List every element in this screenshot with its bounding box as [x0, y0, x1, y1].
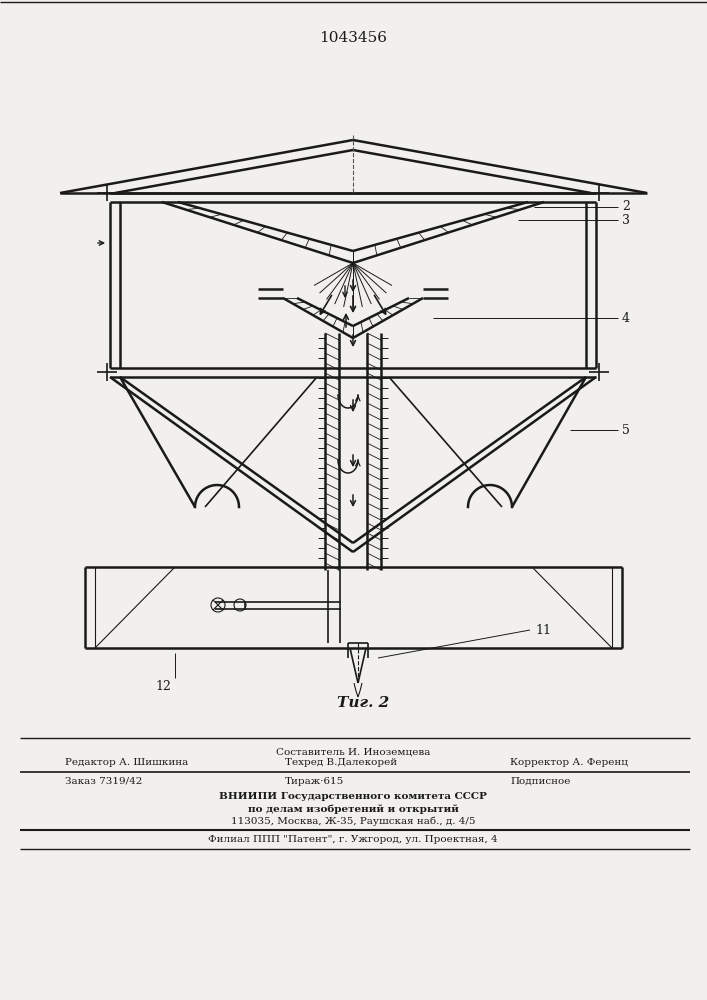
- Text: Тираж·615: Тираж·615: [285, 777, 344, 786]
- Text: 5: 5: [622, 424, 630, 436]
- Text: ВНИИПИ Государственного комитета СССР: ВНИИПИ Государственного комитета СССР: [219, 792, 487, 801]
- Text: Техред В.Далекорей: Техред В.Далекорей: [285, 758, 397, 767]
- Text: Филиал ППП "Патент", г. Ужгород, ул. Проектная, 4: Филиал ППП "Патент", г. Ужгород, ул. Про…: [208, 835, 498, 844]
- Text: Подписное: Подписное: [510, 777, 571, 786]
- Text: по делам изобретений и открытий: по делам изобретений и открытий: [247, 804, 458, 814]
- Text: 11: 11: [535, 624, 551, 637]
- Text: Редактор А. Шишкина: Редактор А. Шишкина: [65, 758, 188, 767]
- Text: 2: 2: [622, 200, 630, 214]
- Text: 113035, Москва, Ж-35, Раушская наб., д. 4/5: 113035, Москва, Ж-35, Раушская наб., д. …: [230, 816, 475, 826]
- Text: Составитель И. Иноземцева: Составитель И. Иноземцева: [276, 748, 430, 757]
- Text: 1043456: 1043456: [319, 31, 387, 45]
- Text: 4: 4: [622, 312, 630, 324]
- Text: Корректор А. Ференц: Корректор А. Ференц: [510, 758, 628, 767]
- Text: Заказ 7319/42: Заказ 7319/42: [65, 777, 142, 786]
- Text: Τиг. 2: Τиг. 2: [337, 696, 389, 710]
- Text: 12: 12: [155, 680, 171, 692]
- Text: 3: 3: [622, 214, 630, 227]
